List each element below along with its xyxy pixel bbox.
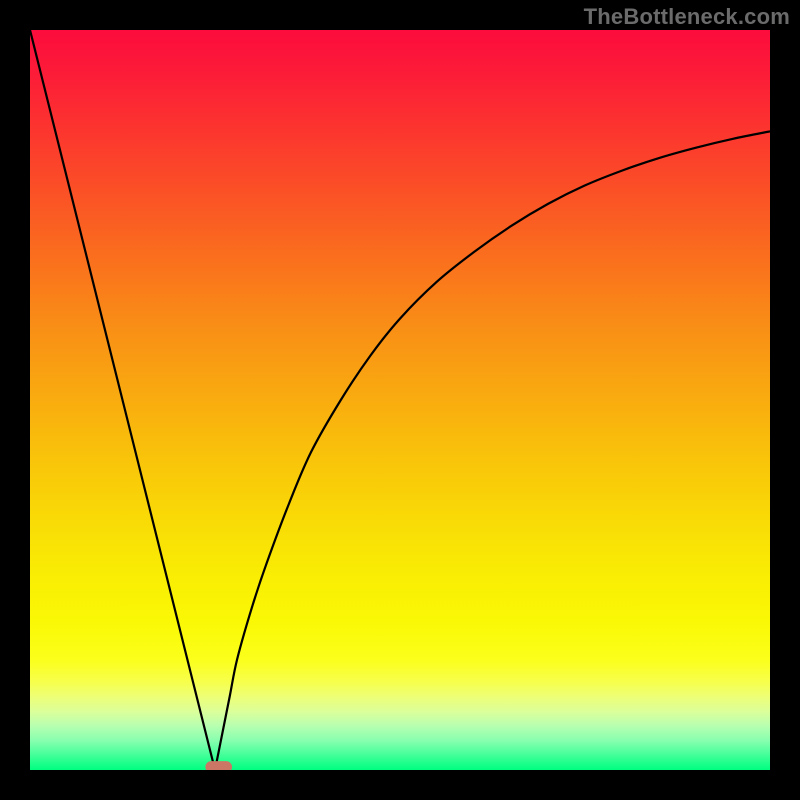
gradient-background — [30, 30, 770, 770]
minimum-marker — [205, 761, 232, 770]
watermark-text: TheBottleneck.com — [584, 4, 790, 30]
bottleneck-curve-chart — [30, 30, 770, 770]
chart-container: TheBottleneck.com — [0, 0, 800, 800]
